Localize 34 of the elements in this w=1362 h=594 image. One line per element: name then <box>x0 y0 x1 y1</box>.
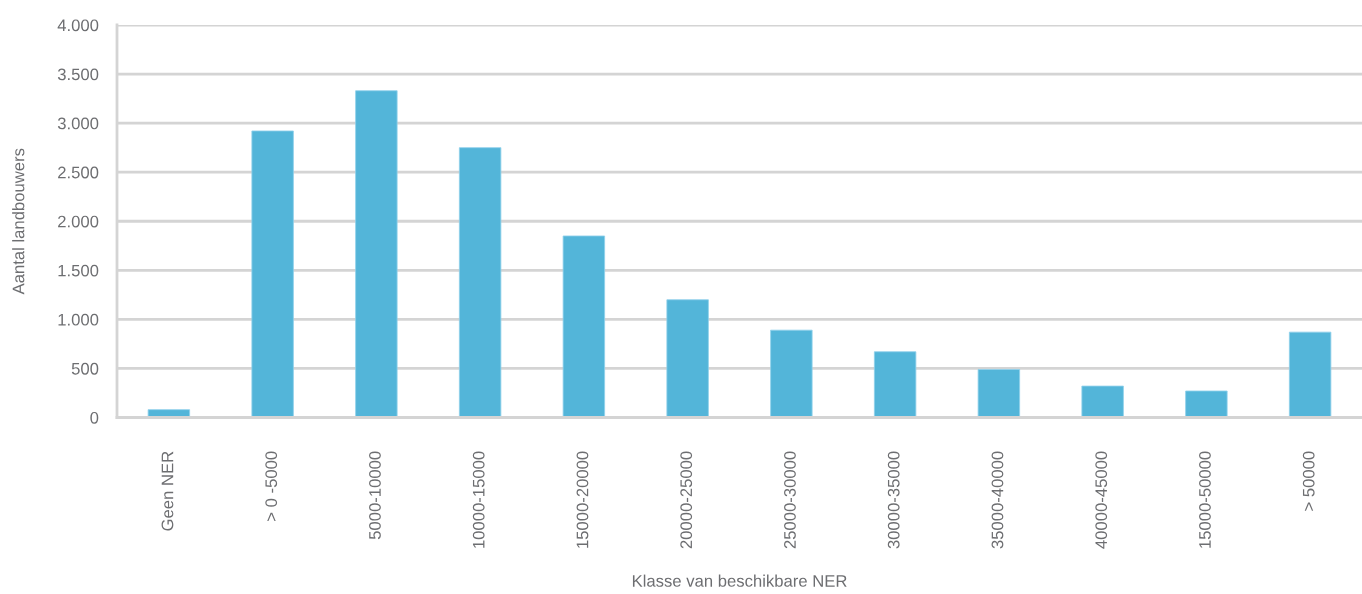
y-tick-label: 0 <box>90 411 99 424</box>
y-tick-label: 3.000 <box>57 117 99 130</box>
x-tick-label: 15000-20000 <box>576 451 589 548</box>
x-tick-label: 30000-35000 <box>887 451 900 549</box>
bar <box>1288 331 1332 418</box>
x-axis-title: Klasse van beschikbare NER <box>632 574 847 587</box>
bar <box>873 351 917 418</box>
x-tick-label: 10000-15000 <box>472 451 485 548</box>
x-tick-label: 40000-45000 <box>1095 451 1108 549</box>
bar <box>1185 390 1228 418</box>
bar <box>458 147 502 418</box>
x-tick-label: > 50000 <box>1302 451 1315 511</box>
bar <box>562 235 606 418</box>
bar <box>355 90 398 418</box>
x-tick-label: > 0 -5000 <box>265 451 278 521</box>
y-axis-title: Aantal landbouwers <box>12 148 25 295</box>
bar <box>770 329 813 418</box>
bar <box>1081 385 1124 418</box>
bar <box>977 369 1021 418</box>
y-tick-label: 1.000 <box>58 313 99 326</box>
bar <box>251 130 294 418</box>
y-tick-label: 500 <box>71 362 99 375</box>
x-tick-label: 15000-50000 <box>1199 451 1211 548</box>
x-tick-label: 35000-40000 <box>991 451 1004 549</box>
y-tick-label: 3.500 <box>57 68 99 81</box>
y-tick-label: 4.000 <box>57 19 99 32</box>
x-tick-label: 5000-10000 <box>369 451 381 540</box>
x-tick-label: Geen NER <box>161 451 174 531</box>
y-tick-label: 2.000 <box>58 215 99 228</box>
bar <box>666 299 709 418</box>
x-tick-label: 20000-25000 <box>680 451 693 549</box>
y-tick-label: 1.500 <box>58 264 99 277</box>
x-tick-label: 25000-30000 <box>784 451 796 549</box>
y-tick-label: 2.500 <box>58 166 99 179</box>
